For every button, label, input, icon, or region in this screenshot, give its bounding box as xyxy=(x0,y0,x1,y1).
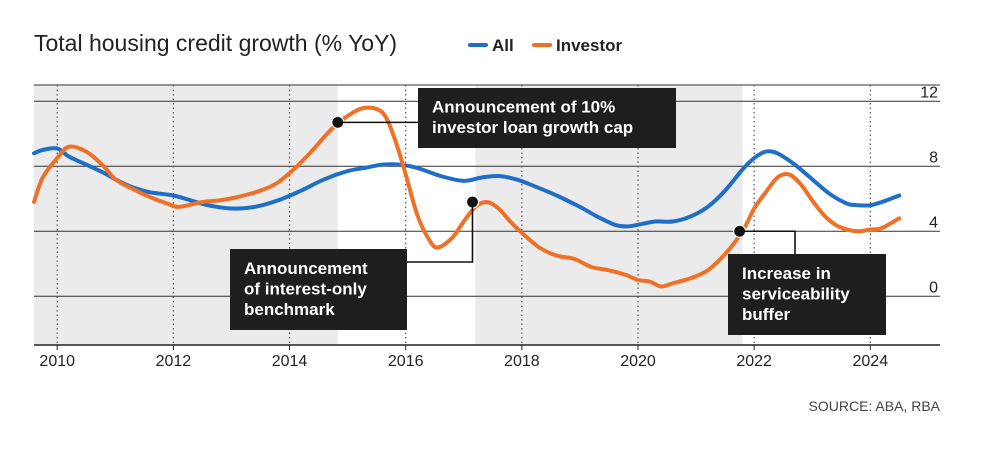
annotation-text-buffer: serviceability xyxy=(742,284,850,303)
annotation-text-cap: investor loan growth cap xyxy=(432,118,633,137)
annotation-text-cap: Announcement of 10% xyxy=(432,98,615,117)
annotation-connector xyxy=(407,202,474,263)
annotation-text-buffer: buffer xyxy=(742,305,791,324)
annotation-connector xyxy=(739,230,796,254)
y-tick-label: 8 xyxy=(929,149,938,166)
x-tick-label: 2014 xyxy=(272,353,308,370)
annotation-text-io: Announcement xyxy=(244,259,368,278)
annotation-text-io: benchmark xyxy=(244,300,335,319)
annotation-text-buffer: Increase in xyxy=(742,264,831,283)
annotation-box-cap xyxy=(418,88,676,148)
axis-ticks: 2010 2012 2014 2016 2018 2020 2022 2024 0 4 8 12 xyxy=(39,84,938,370)
y-tick-label: 4 xyxy=(929,214,938,231)
x-tick-label: 2010 xyxy=(39,353,75,370)
series-line-all xyxy=(32,146,902,229)
x-tick-label: 2022 xyxy=(736,353,772,370)
y-tick-label: 12 xyxy=(920,84,938,101)
x-tick-label: 2016 xyxy=(388,353,424,370)
legend-label-investor: Investor xyxy=(556,36,623,55)
x-tick-label: 2024 xyxy=(853,353,889,370)
annotations: Announcement of 10%investor loan growth … xyxy=(230,88,886,335)
y-tick-label: 0 xyxy=(929,279,938,296)
x-tick-label: 2018 xyxy=(504,353,540,370)
annotation-box-buffer xyxy=(728,254,886,335)
series-lines xyxy=(32,105,902,289)
chart-title: Total housing credit growth (% YoY) xyxy=(34,30,397,56)
x-tick-label: 2012 xyxy=(156,353,192,370)
series-line-investor xyxy=(32,105,902,289)
x-tick-label: 2020 xyxy=(620,353,656,370)
legend-label-all: All xyxy=(492,36,514,55)
source-note: SOURCE: ABA, RBA xyxy=(809,398,941,414)
annotation-box-io xyxy=(230,249,407,330)
legend: All Investor xyxy=(468,36,623,55)
annotation-text-io: of interest-only xyxy=(244,279,367,298)
